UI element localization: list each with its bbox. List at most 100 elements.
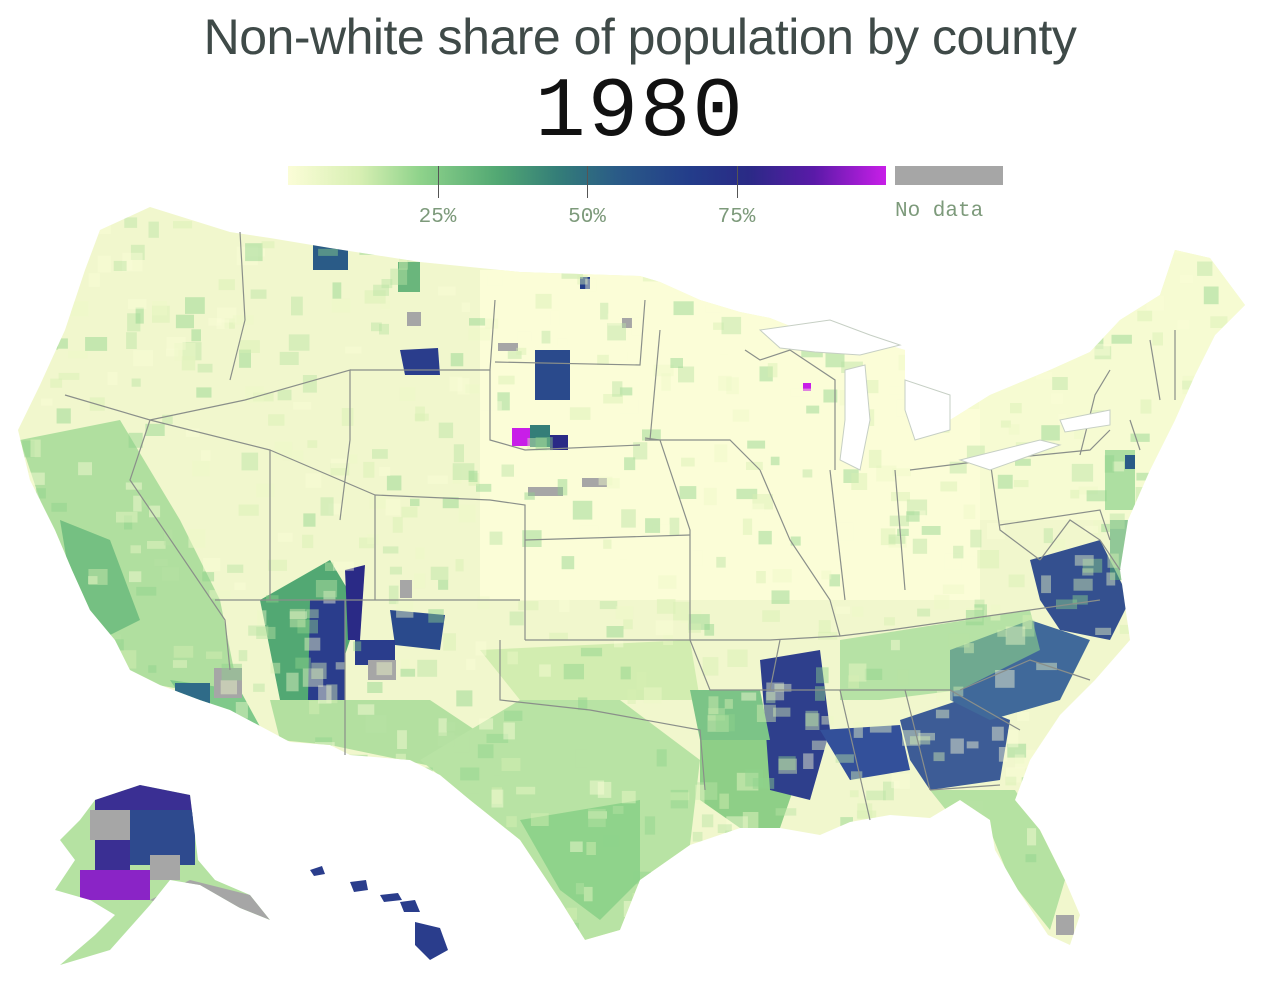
county-cell xyxy=(580,647,603,657)
county-cell xyxy=(821,716,834,725)
county-cell xyxy=(1197,261,1213,276)
county-cell xyxy=(458,793,480,809)
county-cell xyxy=(811,740,827,750)
county-cell xyxy=(302,375,317,393)
county-cell xyxy=(379,467,391,476)
lake-michigan xyxy=(839,364,871,471)
county-cell xyxy=(897,528,909,536)
county-cell xyxy=(1063,758,1080,777)
county-cell xyxy=(1232,217,1243,236)
county-cell xyxy=(58,232,80,243)
county-cell xyxy=(663,919,676,929)
county-cell xyxy=(755,287,765,304)
county-cell xyxy=(975,881,985,898)
county-cell xyxy=(88,273,100,287)
county-cell xyxy=(953,545,964,559)
legend-nodata-swatch xyxy=(895,166,1003,185)
county-cell xyxy=(149,505,161,518)
county-cell xyxy=(107,371,118,385)
county-cell xyxy=(372,873,389,888)
county-cell xyxy=(476,483,492,492)
county-cell xyxy=(891,492,910,502)
county-cell xyxy=(736,488,758,500)
county-cell xyxy=(724,699,733,709)
county-cell xyxy=(1185,910,1197,925)
county-cell xyxy=(1041,575,1051,594)
county-cell xyxy=(836,880,847,891)
county-cell xyxy=(974,599,985,611)
county-cell xyxy=(239,922,256,934)
county-cell xyxy=(457,378,470,395)
county-cell xyxy=(972,351,989,363)
county-cell xyxy=(184,738,201,758)
county-cell xyxy=(854,268,875,277)
county-cell xyxy=(307,440,318,448)
county-cell xyxy=(108,639,124,651)
county-cell xyxy=(843,469,859,483)
county-cell xyxy=(289,611,307,619)
county-cell xyxy=(77,769,93,780)
county-cell xyxy=(448,829,466,841)
county-cell xyxy=(772,278,787,293)
county-cell xyxy=(1070,489,1080,499)
county-cell xyxy=(419,767,433,775)
county-cell xyxy=(692,831,703,842)
county-cell xyxy=(116,511,138,523)
county-cell xyxy=(878,279,900,298)
county-cell xyxy=(745,769,764,787)
county-cell xyxy=(598,476,613,486)
county-cell xyxy=(852,888,864,905)
ak-wdark xyxy=(95,840,130,870)
county-cell xyxy=(516,786,536,795)
county-cell xyxy=(1094,343,1110,356)
county-cell xyxy=(417,659,438,677)
county-cell xyxy=(1211,595,1226,612)
county-cell xyxy=(1203,732,1218,743)
county-cell xyxy=(138,699,155,713)
county-cell xyxy=(407,252,426,262)
county-cell xyxy=(1014,754,1025,764)
county-cell xyxy=(77,624,90,635)
county-cell xyxy=(893,886,909,895)
county-cell xyxy=(135,746,153,764)
county-cell xyxy=(302,816,314,824)
county-cell xyxy=(1234,754,1245,770)
county-cell xyxy=(369,496,386,509)
county-cell xyxy=(588,811,607,819)
county-cell xyxy=(329,780,341,795)
county-cell xyxy=(1025,854,1037,863)
county-cell xyxy=(359,237,378,255)
county-cell xyxy=(245,243,263,262)
county-cell xyxy=(550,900,560,918)
county-cell xyxy=(497,392,510,411)
county-cell xyxy=(1051,823,1067,841)
county-cell xyxy=(825,351,845,368)
county-cell xyxy=(124,515,133,530)
county-cell xyxy=(493,761,502,776)
county-cell xyxy=(145,423,165,436)
county-cell xyxy=(182,342,202,361)
county-cell xyxy=(309,700,320,715)
county-cell xyxy=(773,707,791,717)
county-cell xyxy=(732,409,750,422)
county-cell xyxy=(1022,615,1032,630)
county-cell xyxy=(185,297,205,314)
county-cell xyxy=(480,401,502,411)
county-cell xyxy=(714,444,728,463)
county-cell xyxy=(1190,668,1212,676)
county-cell xyxy=(603,539,612,549)
county-cell xyxy=(773,263,793,282)
county-cell xyxy=(1186,450,1205,465)
county-cell xyxy=(424,243,434,262)
county-cell xyxy=(28,472,45,485)
county-cell xyxy=(202,572,215,582)
county-cell xyxy=(151,758,173,773)
county-cell xyxy=(1008,574,1025,588)
county-cell xyxy=(920,833,941,852)
county-cell xyxy=(948,929,964,945)
county-cell xyxy=(238,504,259,516)
county-cell xyxy=(268,414,285,426)
county-cell xyxy=(97,255,111,273)
county-cell xyxy=(239,340,260,353)
county-cell xyxy=(279,351,299,365)
